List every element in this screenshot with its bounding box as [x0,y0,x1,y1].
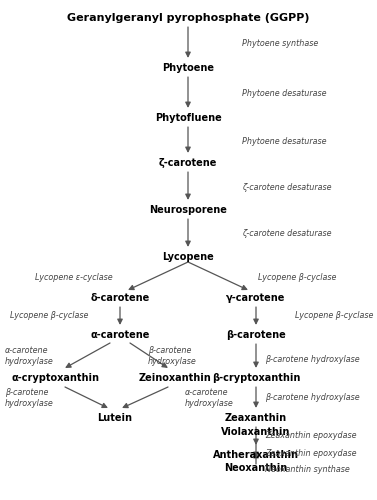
Text: β-carotene
hydroxylase: β-carotene hydroxylase [5,388,54,407]
Text: α-carotene: α-carotene [90,330,150,340]
Text: ζ-carotene desaturase: ζ-carotene desaturase [242,230,331,238]
Text: δ-carotene: δ-carotene [90,293,150,303]
Text: Lycopene β-cyclase: Lycopene β-cyclase [295,312,373,320]
Text: β-carotene: β-carotene [226,330,286,340]
Text: Neoxanthin: Neoxanthin [224,463,288,473]
Text: γ-carotene: γ-carotene [226,293,286,303]
Text: α-carotene
hydroxylase: α-carotene hydroxylase [5,346,54,366]
Text: Lycopene β-cyclase: Lycopene β-cyclase [10,312,88,320]
Text: α-cryptoxanthin: α-cryptoxanthin [11,373,99,383]
Text: Phytoene desaturase: Phytoene desaturase [242,88,326,98]
Text: Zeinoxanthin: Zeinoxanthin [139,373,211,383]
Text: ζ-carotene: ζ-carotene [159,158,217,168]
Text: β-cryptoxanthin: β-cryptoxanthin [212,373,300,383]
Text: β-carotene hydroxylase: β-carotene hydroxylase [265,356,360,364]
Text: Phytoene: Phytoene [162,63,214,73]
Text: Lutein: Lutein [98,413,132,423]
Text: Neurosporene: Neurosporene [149,205,227,215]
Text: α-carotene
hydroxylase: α-carotene hydroxylase [185,388,234,407]
Text: Zeaxanthin epoxydase: Zeaxanthin epoxydase [265,448,357,458]
Text: Neoxanthin synthase: Neoxanthin synthase [265,466,350,474]
Text: β-carotene
hydroxylase: β-carotene hydroxylase [148,346,197,366]
Text: Lycopene β-cyclase: Lycopene β-cyclase [258,274,336,282]
Text: Lycopene ε-cyclase: Lycopene ε-cyclase [35,274,113,282]
Text: Zeaxanthin: Zeaxanthin [225,413,287,423]
Text: Phytofluene: Phytofluene [155,113,221,123]
Text: Geranylgeranyl pyrophosphate (GGPP): Geranylgeranyl pyrophosphate (GGPP) [67,13,309,23]
Text: β-carotene hydroxylase: β-carotene hydroxylase [265,394,360,402]
Text: ζ-carotene desaturase: ζ-carotene desaturase [242,182,331,192]
Text: Zeaxanthin epoxydase: Zeaxanthin epoxydase [265,432,357,440]
Text: Phytoene synthase: Phytoene synthase [242,38,318,48]
Text: Violaxanthin: Violaxanthin [221,427,291,437]
Text: Lycopene: Lycopene [162,252,214,262]
Text: Phytoene desaturase: Phytoene desaturase [242,136,326,145]
Text: Antheraxanthin: Antheraxanthin [213,450,299,460]
